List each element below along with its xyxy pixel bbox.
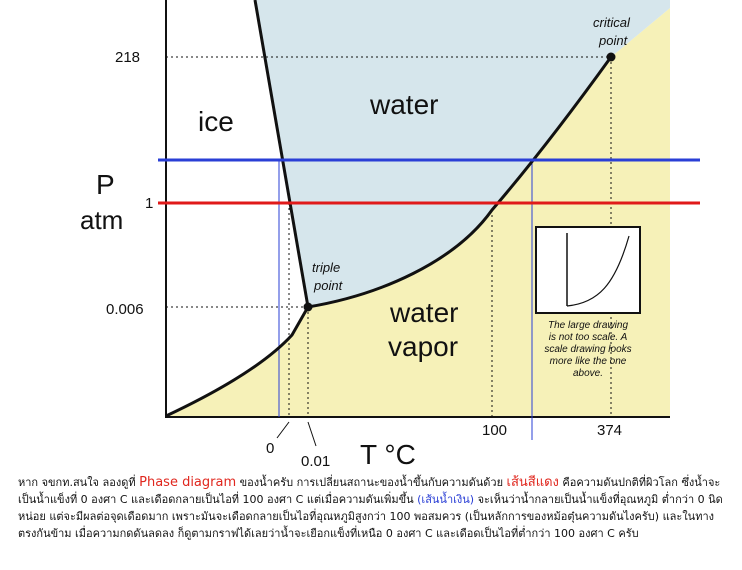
critical-point-label-2: point bbox=[598, 33, 629, 48]
caption-text: หาก จขกท.สนใจ ลองดูที่ bbox=[18, 476, 140, 489]
critical-point-label-1: critical bbox=[593, 15, 631, 30]
x-tick-0: 0 bbox=[266, 440, 274, 457]
inset-note-line: above. bbox=[573, 368, 603, 379]
caption-text: ของน้ำครับ การเปลี่ยนสถานะของน้ำขึ้นกับค… bbox=[236, 476, 507, 489]
triple-point-label-1: triple bbox=[312, 260, 340, 275]
x-tick-001: 0.01 bbox=[301, 453, 330, 470]
critical-point-dot bbox=[606, 52, 616, 62]
inset-note-line: is not too scale. A bbox=[549, 332, 628, 343]
pressure-symbol: P bbox=[96, 169, 115, 200]
pressure-unit: atm bbox=[80, 205, 123, 235]
water-label: water bbox=[369, 89, 438, 120]
inset-note-line: The large drawing bbox=[548, 320, 628, 331]
x-tick-001-pointer bbox=[307, 421, 317, 447]
x-tick-0-pointer bbox=[276, 421, 290, 439]
phase-diagram: ice water water vapor P atm T °C 218 1 0… bbox=[80, 0, 700, 470]
ice-label: ice bbox=[198, 106, 234, 137]
x-tick-374: 374 bbox=[597, 422, 622, 439]
vapor-label-1: water bbox=[389, 297, 458, 328]
y-tick-0006: 0.006 bbox=[106, 301, 144, 318]
inset-note-line: more like the one bbox=[550, 356, 627, 367]
y-tick-1: 1 bbox=[145, 195, 153, 212]
sublimation-curve bbox=[165, 306, 310, 418]
triple-point-dot bbox=[303, 302, 313, 312]
caption-paragraph: หาก จขกท.สนใจ ลองดูที่ Phase diagram ของ… bbox=[18, 474, 730, 542]
vaporization-curve bbox=[307, 56, 613, 309]
temperature-label: T °C bbox=[360, 439, 416, 470]
caption-text: คือความดันปกติที่ผิวโลก ซึ่งน้ำจะเป็นน้ำ… bbox=[18, 476, 721, 506]
melting-curve bbox=[253, 0, 310, 308]
x-tick-100: 100 bbox=[482, 422, 507, 439]
red-line-highlight: เส้นสีแดง bbox=[506, 475, 559, 490]
caption-text: จะเห็นว่าน้ำกลายเป็นน้ำแข็งที่อุณหภูมิ ต… bbox=[18, 493, 723, 540]
y-tick-218: 218 bbox=[115, 49, 140, 66]
blue-line-highlight: (เส้นน้ำเงิน) bbox=[417, 493, 475, 506]
triple-point-label-2: point bbox=[313, 278, 344, 293]
vapor-label-2: vapor bbox=[388, 331, 458, 362]
inset-note-line: scale drawing looks bbox=[544, 344, 631, 355]
phase-diagram-highlight: Phase diagram bbox=[139, 475, 237, 490]
inset-note: The large drawing is not too scale. A sc… bbox=[544, 320, 631, 379]
inset-vapor-curve bbox=[566, 235, 630, 307]
inset-box bbox=[535, 226, 641, 314]
water-region bbox=[255, 0, 670, 307]
